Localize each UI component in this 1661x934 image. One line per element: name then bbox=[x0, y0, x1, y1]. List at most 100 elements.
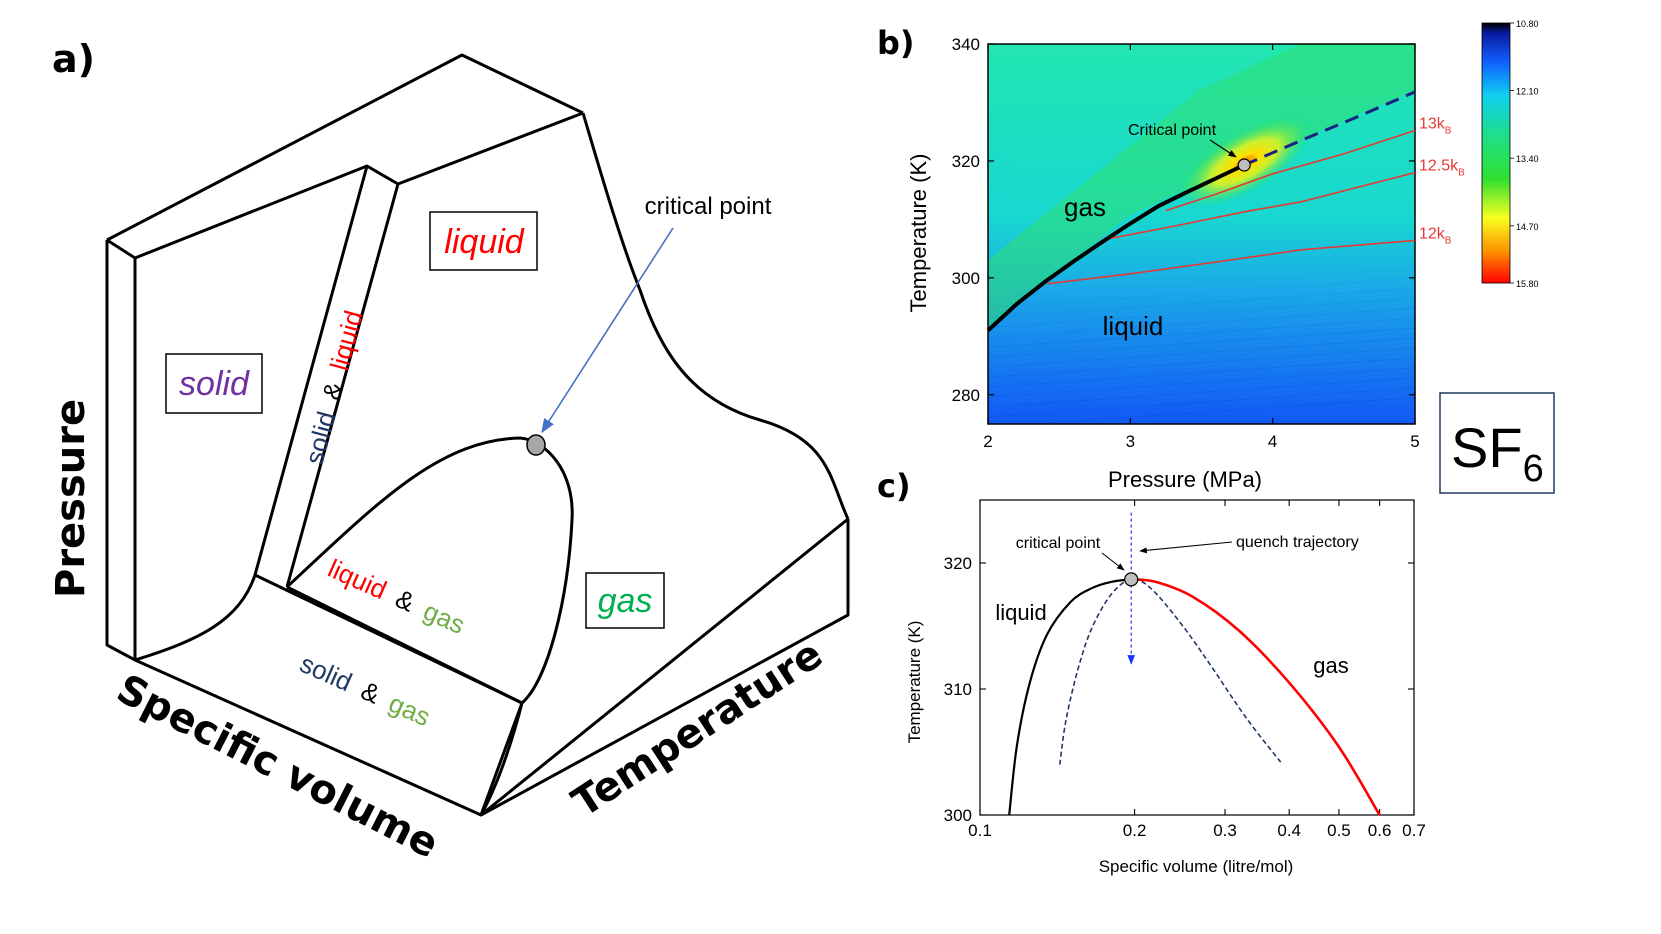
isoline bbox=[988, 357, 1415, 388]
isoline bbox=[988, 297, 1415, 328]
liquid-gas-amp: & bbox=[391, 583, 419, 617]
x-tick-label-c: 0.1 bbox=[968, 821, 992, 840]
series-13k bbox=[1165, 129, 1416, 212]
isoline bbox=[988, 367, 1415, 398]
x-tick-label-c: 0.7 bbox=[1402, 821, 1426, 840]
series-liquid-branch bbox=[1008, 578, 1132, 816]
colorbar-tick-label: 13.40 bbox=[1516, 154, 1539, 164]
y-tick-label-b: 280 bbox=[952, 386, 980, 405]
isoline bbox=[988, 268, 1415, 299]
series-label-12-5k: 12.5kB bbox=[1419, 158, 1465, 179]
substance-box bbox=[1439, 392, 1555, 494]
quench-trajectory-arrow bbox=[1139, 541, 1233, 554]
critical-point-label-c: critical point bbox=[1016, 535, 1101, 552]
critical-point-marker-c bbox=[1124, 572, 1139, 587]
solid-liquid-part2: liquid bbox=[324, 307, 369, 373]
y-tick-label-c: 310 bbox=[944, 680, 972, 699]
line-chart-c: c) 0.1 0.2 0.3 0.4 0.5 0.6 0.7 300 310 320 critic… bbox=[877, 467, 1426, 876]
series-12-5k bbox=[1111, 171, 1416, 239]
series-spinodal bbox=[1059, 578, 1282, 765]
gas-label-box bbox=[585, 572, 665, 629]
pressure-axis-label: Pressure bbox=[48, 399, 94, 598]
colorbar-tick-label: 14.70 bbox=[1516, 222, 1539, 232]
gas-label-b: gas bbox=[1064, 192, 1106, 222]
gas-label-c: gas bbox=[1313, 653, 1348, 678]
panel-b-label: b) bbox=[877, 24, 915, 62]
series-label-12k: 12kB bbox=[1419, 225, 1452, 246]
isoline bbox=[988, 317, 1415, 348]
x-tick-label-c: 0.3 bbox=[1213, 821, 1237, 840]
series-extension bbox=[1243, 90, 1416, 167]
quench-trajectory-label: quench trajectory bbox=[1236, 534, 1359, 551]
y-tick-label-b: 320 bbox=[952, 152, 980, 171]
critical-point-label-b: Critical point bbox=[1128, 122, 1217, 139]
series-label-13k: 13kB bbox=[1419, 116, 1452, 137]
y-axis-label-b: Temperature (K) bbox=[906, 154, 931, 313]
y-tick-label-c: 320 bbox=[944, 554, 972, 573]
pvt-surface-diagram: a) solid liquid bbox=[48, 37, 850, 868]
x-tick-label-b: 5 bbox=[1410, 432, 1419, 451]
isoline bbox=[988, 377, 1415, 408]
critical-point-label-a: critical point bbox=[645, 193, 772, 220]
liquid-gas-part1: liquid bbox=[324, 553, 392, 605]
solid-label-box bbox=[165, 353, 263, 414]
solid-gas-part2: gas bbox=[384, 688, 434, 732]
solid-gas-label: solid & gas bbox=[296, 648, 435, 732]
solid-liquid-label: solid & liquid bbox=[299, 307, 369, 467]
isoline bbox=[988, 347, 1415, 378]
substance-subscript: 6 bbox=[1523, 448, 1544, 490]
solid-liquid-amp: & bbox=[316, 379, 349, 404]
x-tick-label-b: 3 bbox=[1126, 432, 1135, 451]
liquid-label-b: liquid bbox=[1103, 311, 1164, 341]
critical-point-marker-a bbox=[526, 434, 546, 456]
critical-point-marker-b bbox=[1237, 158, 1251, 172]
solid-liquid-part1: solid bbox=[299, 408, 342, 467]
chart-c-series bbox=[1008, 512, 1381, 816]
critical-point-arrow-c bbox=[1101, 552, 1125, 571]
series-label-subscript: B bbox=[1445, 235, 1452, 246]
y-tick-label-b: 300 bbox=[952, 269, 980, 288]
pvt-surface-outline bbox=[105, 53, 850, 817]
isoline bbox=[988, 387, 1415, 418]
critical-point-arrow-b bbox=[1209, 139, 1237, 158]
x-tick-label-c: 0.5 bbox=[1327, 821, 1351, 840]
isoline bbox=[988, 278, 1415, 309]
panel-c-label: c) bbox=[877, 467, 911, 505]
substance-base: SF bbox=[1451, 416, 1523, 479]
x-tick-label-c: 0.4 bbox=[1277, 821, 1301, 840]
critical-point-arrow-a bbox=[541, 227, 674, 434]
x-tick-label-b: 4 bbox=[1268, 432, 1277, 451]
chart-b-axes: 2 3 4 5 280 300 320 340 bbox=[952, 35, 1420, 451]
x-axis-label-b: Pressure (MPa) bbox=[1108, 467, 1262, 492]
substance-formula: SF6 bbox=[1451, 416, 1544, 490]
heatmap-background bbox=[988, 44, 1415, 424]
region-solid-label: solid bbox=[179, 365, 250, 403]
plot-frame-c bbox=[979, 499, 1415, 816]
region-gas-label: gas bbox=[598, 582, 653, 620]
liquid-gas-label: liquid & gas bbox=[324, 553, 470, 640]
isoline bbox=[988, 327, 1415, 358]
isoline bbox=[1025, 397, 1415, 424]
y-axis-label-c: Temperature (K) bbox=[905, 621, 924, 744]
y-tick-label-c: 300 bbox=[944, 806, 972, 825]
colorbar-tick-label: 15.80 bbox=[1516, 279, 1539, 289]
y-tick-label-b: 340 bbox=[952, 35, 980, 54]
x-tick-label-c: 0.6 bbox=[1368, 821, 1392, 840]
x-axis-label-c: Specific volume (litre/mol) bbox=[1099, 857, 1294, 876]
solid-gas-part1: solid bbox=[296, 648, 357, 697]
heatmap-chart-b: b) 12kB 12.5kB 13kB 2 3 4 5 280 300 320 340 Criti… bbox=[877, 19, 1539, 492]
solid-gas-amp: & bbox=[357, 675, 385, 709]
colorbar-tick-label: 10.80 bbox=[1516, 19, 1539, 29]
isoline bbox=[988, 288, 1415, 318]
plot-frame-b bbox=[987, 43, 1416, 425]
series-label-subscript: B bbox=[1458, 168, 1465, 179]
series-coexistence bbox=[986, 163, 1246, 332]
liquid-label-box bbox=[429, 211, 538, 271]
isoline bbox=[988, 307, 1415, 338]
colorbar-ticks: 10.80 12.10 13.40 14.70 15.80 bbox=[1510, 19, 1539, 289]
chart-b-series: 12kB 12.5kB 13kB bbox=[986, 90, 1465, 332]
series-label-subscript: B bbox=[1445, 126, 1452, 137]
substance-label: SF6 bbox=[1439, 392, 1555, 494]
x-tick-label-b: 2 bbox=[983, 432, 992, 451]
